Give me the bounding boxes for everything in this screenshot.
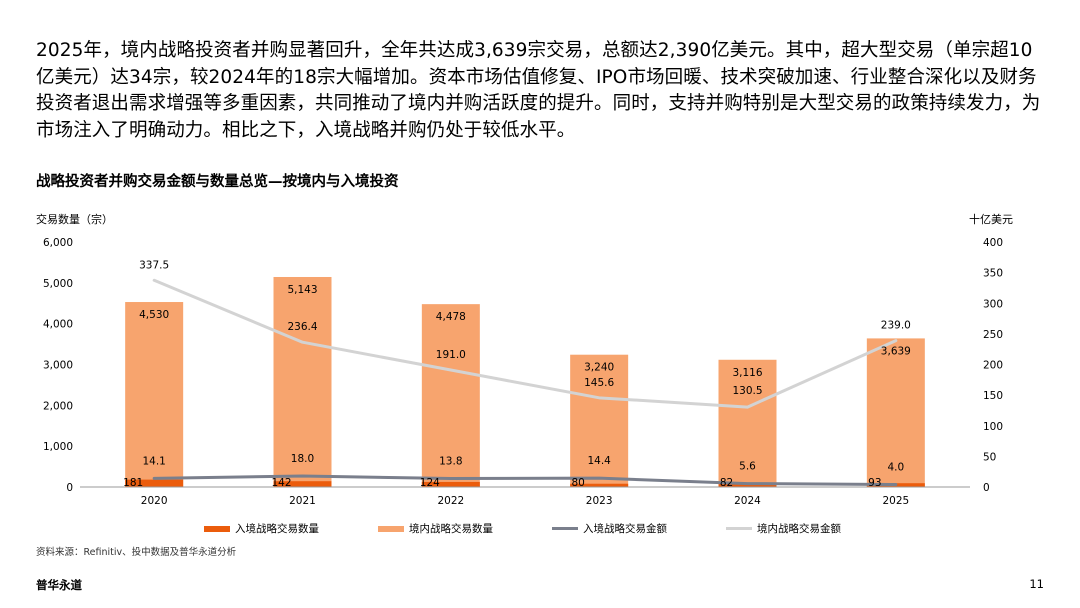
right-axis-tick-label: 200 [983,360,1003,372]
domestic-count-bar [718,359,777,487]
domestic-value-label: 145.6 [584,377,614,389]
inbound-value-label: 14.1 [142,455,165,467]
domestic-count-label: 3,240 [584,362,614,374]
domestic-count-label: 5,143 [287,284,317,296]
domestic-count-label: 4,478 [436,311,466,323]
legend-label-domestic-value: 境内战略交易金额 [757,523,841,535]
page-number: 11 [1029,577,1044,591]
domestic-count-bar [570,354,629,487]
chart-legend: 入境战略交易数量 境内战略交易数量 入境战略交易金额 境内战略交易金额 [0,521,1080,537]
x-axis-category-label: 2020 [141,495,168,507]
inbound-count-label: 80 [571,477,584,489]
x-axis-category-label: 2022 [437,495,464,507]
domestic-count-bar [421,304,480,487]
left-axis-title: 交易数量（宗） [36,213,113,226]
right-axis-tick-label: 50 [983,451,996,463]
intro-paragraph: 2025年，境内战略投资者并购显著回升，全年共达成3,639宗交易，总额达2,3… [36,40,1041,141]
left-axis-tick-label: 2,000 [43,400,73,412]
inbound-count-bar [125,479,184,487]
right-axis-tick-label: 350 [983,268,1003,280]
domestic-value-label: 130.5 [732,385,762,397]
x-axis-category-label: 2021 [289,495,316,507]
source-note: 资料来源：Refinitiv、投中数据及普华永道分析 [36,547,237,558]
legend-swatch-domestic-value [726,527,752,530]
domestic-value-label: 337.5 [139,259,169,271]
left-axis-tick-label: 3,000 [43,360,73,372]
right-axis-tick-label: 150 [983,390,1003,402]
x-axis-category-label: 2023 [586,495,613,507]
legend-swatch-inbound-value [552,527,578,530]
legend-label-inbound-count: 入境战略交易数量 [235,523,319,535]
x-axis-category-label: 2024 [734,495,761,507]
legend-item-inbound-value: 入境战略交易金额 [552,521,667,536]
right-axis-tick-label: 300 [983,298,1003,310]
footer-brand: 普华永道 [36,578,82,592]
inbound-value-line [152,474,898,487]
inbound-value-label: 4.0 [887,462,904,474]
left-axis-tick-label: 6,000 [43,237,73,249]
left-axis-tick-label: 4,000 [43,319,73,331]
left-axis-tick-label: 5,000 [43,278,73,290]
domestic-value-label: 191.0 [436,349,466,361]
legend-item-inbound-count: 入境战略交易数量 [204,521,319,536]
inbound-count-label: 142 [271,477,291,489]
x-axis-category-label: 2025 [882,495,909,507]
right-axis-tick-label: 250 [983,329,1003,341]
inbound-count-bar [421,481,480,487]
legend-item-domestic-count: 境内战略交易数量 [378,521,493,536]
inbound-value-label: 13.8 [439,456,462,468]
right-axis-tick-label: 0 [983,482,990,494]
legend-swatch-domestic-count [378,525,404,532]
inbound-count-label: 82 [720,477,733,489]
domestic-value-label: 236.4 [287,321,317,333]
inbound-value-label: 14.4 [587,455,611,467]
legend-label-inbound-value: 入境战略交易金额 [583,523,667,535]
domestic-count-label: 3,116 [732,367,762,379]
domestic-count-bar [273,276,332,487]
inbound-value-label: 5.6 [739,461,756,473]
inbound-value-label: 18.0 [291,453,314,465]
legend-item-domestic-value: 境内战略交易金额 [726,521,841,536]
right-axis-tick-label: 100 [983,421,1003,433]
inbound-count-label: 181 [123,477,143,489]
inbound-count-label: 93 [868,477,881,489]
right-axis-title: 十亿美元 [969,213,1013,226]
domestic-value-label: 239.0 [881,320,911,332]
left-axis-tick-label: 1,000 [43,441,73,453]
left-axis-tick-label: 0 [66,482,73,494]
domestic-count-label: 3,639 [881,345,911,357]
inbound-count-label: 124 [420,477,440,489]
inbound-count-bar [570,483,629,487]
domestic-value-line [152,278,898,409]
domestic-count-bar [125,302,184,487]
domestic-count-bar [866,338,925,487]
inbound-count-bar [718,483,777,487]
right-axis-tick-label: 400 [983,237,1003,249]
legend-label-domestic-count: 境内战略交易数量 [409,523,493,535]
domestic-count-label: 4,530 [139,309,169,321]
inbound-count-bar [273,481,332,487]
legend-swatch-inbound-count [204,525,230,532]
chart-title: 战略投资者并购交易金额与数量总览—按境内与入境投资 [36,174,399,190]
